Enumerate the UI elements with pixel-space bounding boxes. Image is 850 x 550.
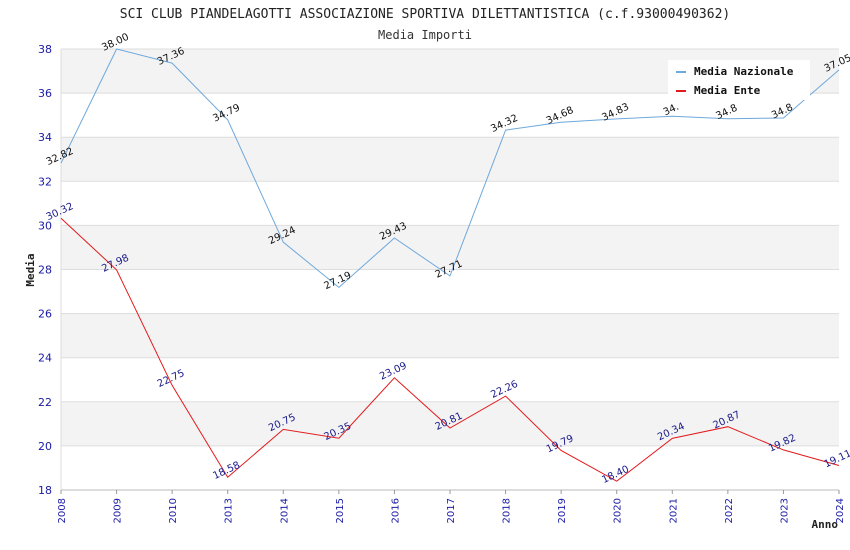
- data-label: 34.79: [211, 102, 242, 124]
- x-tick-label: 2010: [168, 498, 179, 523]
- chart-title: SCI CLUB PIANDELAGOTTI ASSOCIAZIONE SPOR…: [120, 7, 730, 22]
- gridlines: [60, 48, 840, 494]
- y-tick-label: 34: [38, 131, 52, 144]
- data-label: 18.58: [211, 460, 242, 482]
- y-tick-label: 24: [38, 352, 52, 365]
- y-tick-label: 28: [38, 264, 52, 277]
- x-tick-label: 2022: [724, 498, 735, 523]
- grid-bands: [61, 49, 839, 446]
- y-tick-labels: 18 20 22 24 26 28 30 32 34 36 38: [38, 43, 52, 497]
- chart-subtitle: Media Importi: [378, 28, 472, 42]
- data-label: 22.75: [156, 368, 187, 390]
- x-tick-label: 2023: [779, 498, 790, 523]
- y-tick-label: 36: [38, 87, 52, 100]
- legend-entry: Media Nazionale: [694, 65, 794, 78]
- grid-band: [61, 401, 839, 446]
- x-tick-label: 2008: [57, 498, 68, 523]
- data-label: 30.32: [45, 201, 76, 223]
- grid-band: [61, 313, 839, 358]
- data-label: 18.40: [600, 464, 631, 486]
- y-tick-label: 20: [38, 440, 52, 453]
- grid-band: [61, 137, 839, 182]
- series-line: [60, 217, 840, 482]
- data-label: 34.8: [714, 103, 739, 122]
- legend: Media Nazionale Media Ente: [668, 60, 810, 100]
- y-tick-label: 30: [38, 219, 52, 232]
- y-axis-label: Media: [24, 253, 37, 286]
- y-tick-label: 32: [38, 175, 52, 188]
- x-axis-label: Anno: [812, 518, 839, 531]
- x-tick-label: 2021: [668, 498, 679, 523]
- x-tick-label: 2013: [224, 498, 235, 523]
- x-tick-label: 2020: [613, 498, 624, 523]
- data-label: 34.8: [770, 102, 795, 121]
- x-tick-label: 2014: [279, 498, 290, 523]
- data-label: 34.68: [545, 105, 576, 127]
- x-tick-label: 2017: [446, 498, 457, 523]
- x-tick-labels: 2008 2009 2010 2013 2014 2015 2016 2017 2018 2019…: [57, 498, 846, 523]
- series-line: [60, 48, 840, 289]
- y-tick-label: 38: [38, 43, 52, 56]
- y-tick-label: 22: [38, 396, 52, 409]
- y-tick-label: 26: [38, 308, 52, 321]
- x-tick-label: 2019: [557, 498, 568, 523]
- grid-band: [61, 225, 839, 270]
- x-tick-label: 2024: [835, 498, 846, 523]
- series-group: [60, 48, 840, 482]
- x-tick-label: 2018: [502, 498, 513, 523]
- data-label: 27.19: [322, 270, 353, 292]
- x-tick-label: 2015: [335, 498, 346, 523]
- legend-box: [668, 60, 810, 100]
- data-label: 34.: [662, 102, 681, 119]
- x-tick-label: 2016: [390, 498, 401, 523]
- x-tick-label: 2009: [113, 498, 124, 523]
- data-label: 22.26: [489, 379, 520, 401]
- data-label: 19.11: [823, 448, 850, 470]
- legend-entry: Media Ente: [694, 84, 761, 97]
- y-tick-label: 18: [38, 484, 52, 497]
- data-label: 34.83: [600, 102, 631, 124]
